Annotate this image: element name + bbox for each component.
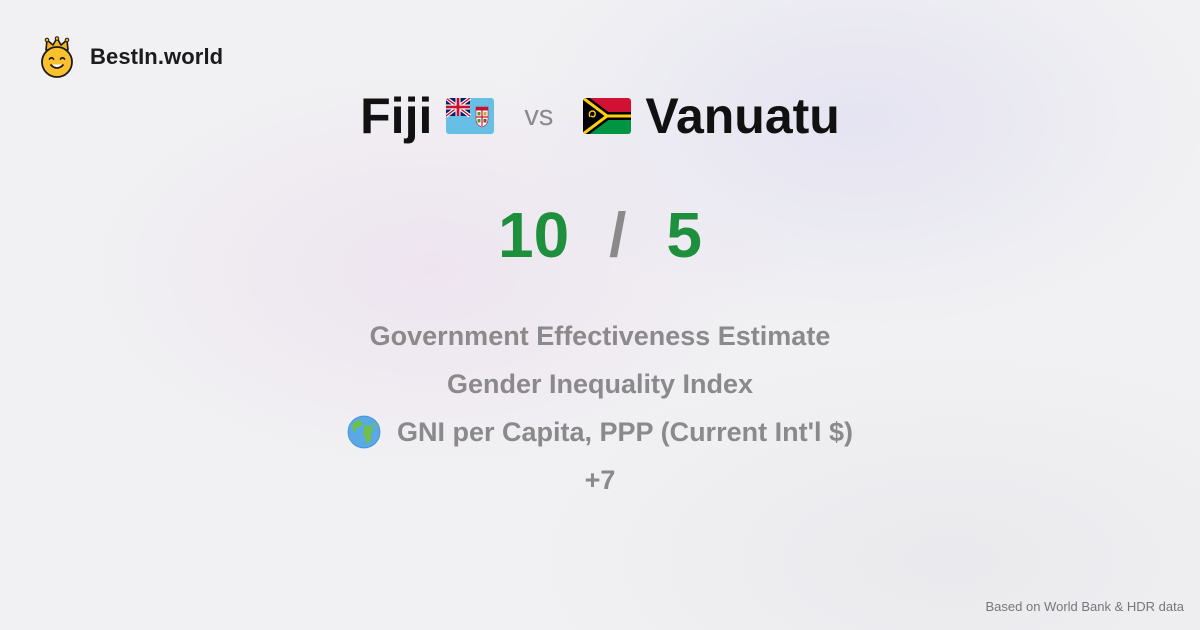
vs-separator: vs <box>524 99 554 132</box>
more-metrics-count[interactable]: +7 <box>585 456 616 504</box>
country-a-score: 10 <box>497 199 570 271</box>
country-b-name: Vanuatu <box>645 88 840 144</box>
metric-label: Gender Inequality Index <box>446 368 754 399</box>
metric-label: Government Effectiveness Estimate <box>369 320 831 351</box>
score-separator: / <box>609 200 627 270</box>
globe-icon <box>347 415 381 449</box>
comparison-title: Fiji vs Vanuatu <box>0 85 1200 147</box>
metric-item: Gender Inequality Index <box>447 360 753 408</box>
crowned-smiley-icon <box>41 36 73 78</box>
country-a-name: Fiji <box>360 88 433 144</box>
metric-label: GNI per Capita, PPP (Current Int'l $) <box>397 416 853 447</box>
metrics-list: Government Effectiveness Estimate Gender… <box>0 312 1200 504</box>
data-source-note: Based on World Bank & HDR data <box>985 599 1184 614</box>
brand[interactable]: BestIn.world <box>38 36 223 78</box>
metric-item: GNI per Capita, PPP (Current Int'l $) <box>347 408 853 456</box>
country-b-score: 5 <box>666 199 702 271</box>
metric-label: +7 <box>584 464 616 495</box>
fiji-flag-icon <box>446 98 495 134</box>
brand-name: BestIn.world <box>90 44 224 69</box>
vanuatu-flag-icon <box>583 98 632 134</box>
metric-item: Government Effectiveness Estimate <box>370 312 831 360</box>
score-row: 10 / 5 <box>0 190 1200 280</box>
